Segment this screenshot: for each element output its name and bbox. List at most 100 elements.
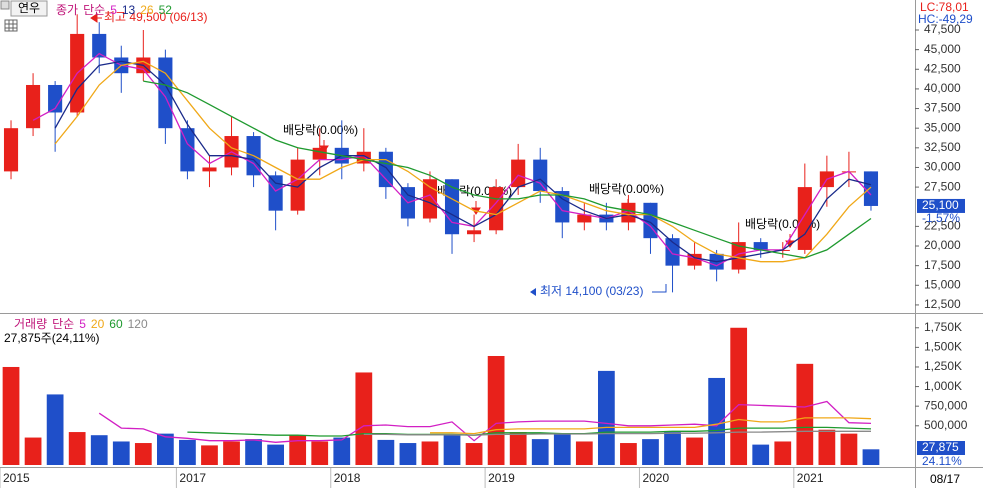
legend-entry: 52 [158, 2, 172, 17]
candle-body [511, 159, 526, 188]
candle-body [290, 159, 305, 211]
volume-bar [531, 439, 549, 465]
volume-bar [575, 441, 593, 465]
volume-bar [223, 441, 240, 465]
volume-bar [708, 377, 726, 465]
volume-bar [730, 327, 748, 465]
candle-body [422, 179, 438, 219]
volume-ma-line [430, 417, 872, 435]
y-tick-label: 17,500 [924, 258, 961, 272]
volume-bar [399, 443, 417, 465]
volume-bar [686, 437, 703, 465]
volume-ma-line [363, 430, 871, 436]
price-label: 종가 [56, 3, 79, 17]
volume-bar [840, 433, 858, 465]
candle-body [356, 151, 371, 164]
volume-bar [774, 441, 792, 465]
volume-bar [465, 443, 483, 465]
last-price-box [917, 198, 965, 213]
volume-bar [597, 370, 615, 465]
y-tick-label: 1,000K [924, 379, 962, 393]
volume-bar [24, 437, 42, 465]
volume-bar [267, 444, 285, 465]
volume-bar [156, 433, 174, 465]
legend-entry: 13 [121, 2, 136, 17]
volume-bar [311, 441, 329, 465]
volume-bar [642, 439, 659, 465]
candle-body [863, 171, 879, 206]
candle-body [180, 128, 195, 172]
ma-method: 단순 [52, 317, 75, 331]
candle-body [621, 202, 636, 223]
legend-entry: 120 [127, 316, 148, 331]
y-tick-label: 47,500 [924, 22, 961, 36]
y-tick-label: 20,000 [924, 238, 961, 252]
stock-button[interactable] [10, 0, 48, 17]
y-tick-label: 42,500 [924, 61, 961, 75]
y-tick-label: 45,000 [924, 42, 961, 56]
volume-bar [796, 363, 814, 465]
price-ma-line [54, 60, 872, 263]
candle-body [92, 33, 107, 58]
y-tick-label: 37,500 [924, 101, 961, 115]
volume-bar [46, 394, 64, 465]
dividend-note: 배당락(0.00%) [589, 182, 664, 196]
volume-bar [818, 429, 836, 465]
volume-bar [112, 441, 130, 465]
y-tick-label: 40,000 [924, 81, 961, 95]
legend-entry: 5 [110, 2, 117, 17]
y-tick-label: 1,500K [924, 340, 962, 354]
y-tick-label: 30,000 [924, 160, 961, 174]
y-tick-label: 35,000 [924, 120, 961, 134]
candle-body [731, 242, 746, 270]
last-price: 25,100 [922, 198, 959, 212]
y-tick-label: 32,500 [924, 140, 961, 154]
menu-icon[interactable] [0, 0, 10, 10]
candle-body [555, 191, 570, 223]
price-ma-line [143, 80, 872, 259]
volume-bar [752, 444, 770, 465]
candle-body [202, 167, 217, 172]
legend-entry: 20 [90, 316, 105, 331]
last-volume-box [917, 441, 965, 455]
volume-bar [421, 441, 439, 465]
price-legend: 종가 단순 5 13 26 52 [56, 1, 172, 18]
stock-name: 연우 [18, 1, 40, 15]
candle-body [48, 84, 63, 113]
y-tick-label: 27,500 [924, 179, 961, 193]
x-tick-label: 2021 [797, 471, 824, 485]
low-arrow-head [530, 288, 536, 296]
volume-bar [245, 439, 262, 465]
price-ma-line [32, 52, 872, 267]
volume-bar [68, 432, 86, 465]
candle-body [467, 230, 482, 235]
x-tick-label: 2017 [179, 471, 206, 485]
candle-body [444, 179, 460, 235]
dividend-note: 배당락(0.00%) [283, 123, 358, 137]
y-tick-label: 22,500 [924, 219, 961, 233]
x-tick-label: 2020 [642, 471, 669, 485]
volume-legend: 거래량 단순 5 20 60 120 [14, 315, 148, 332]
volume-summary: 27,875주(24,11%) [4, 331, 100, 345]
y-tick-label: 1,750K [924, 320, 962, 334]
volume-bar [664, 432, 681, 465]
volume-ma-line [187, 426, 872, 437]
candle-body [26, 84, 41, 129]
candle-body [687, 253, 702, 266]
last-volume-ratio: 24.11% [922, 454, 962, 468]
volume-bar [333, 437, 351, 465]
y-tick-label: 500,000 [924, 418, 968, 432]
volume-bar [620, 443, 637, 465]
volume-bar [377, 439, 395, 465]
low-arrow [652, 284, 667, 293]
y-tick-label: 1,250K [924, 359, 962, 373]
volume-bar [443, 435, 461, 465]
volume-bar [862, 449, 880, 465]
grid-icon[interactable] [4, 19, 18, 32]
volume-label: 거래량 [14, 317, 48, 331]
candle-body [753, 242, 768, 250]
x-tick-label: 2019 [488, 471, 515, 485]
candle-body [797, 187, 812, 250]
legend-entry: 60 [109, 316, 123, 331]
